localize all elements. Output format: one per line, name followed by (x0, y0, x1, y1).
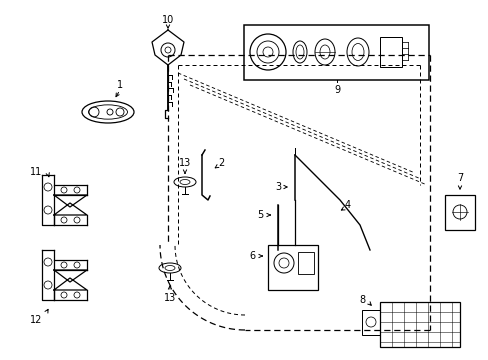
Bar (361, 310, 379, 335)
Text: 2: 2 (218, 158, 224, 168)
Bar (267, 245, 317, 290)
Text: 8: 8 (358, 295, 365, 305)
Text: 1: 1 (117, 80, 123, 90)
Bar (297, 252, 313, 274)
Text: 13: 13 (163, 293, 176, 303)
Bar (244, 25, 428, 80)
Text: 4: 4 (345, 200, 350, 210)
Bar (379, 37, 401, 67)
Text: 7: 7 (456, 173, 462, 183)
Text: 10: 10 (162, 15, 174, 25)
Text: 13: 13 (179, 158, 191, 168)
Bar (379, 302, 459, 347)
Bar (444, 195, 474, 230)
Text: 9: 9 (333, 85, 339, 95)
Text: 12: 12 (30, 315, 42, 325)
Text: 5: 5 (256, 210, 263, 220)
Text: 11: 11 (30, 167, 42, 177)
Text: 6: 6 (248, 251, 255, 261)
Text: 3: 3 (274, 182, 281, 192)
